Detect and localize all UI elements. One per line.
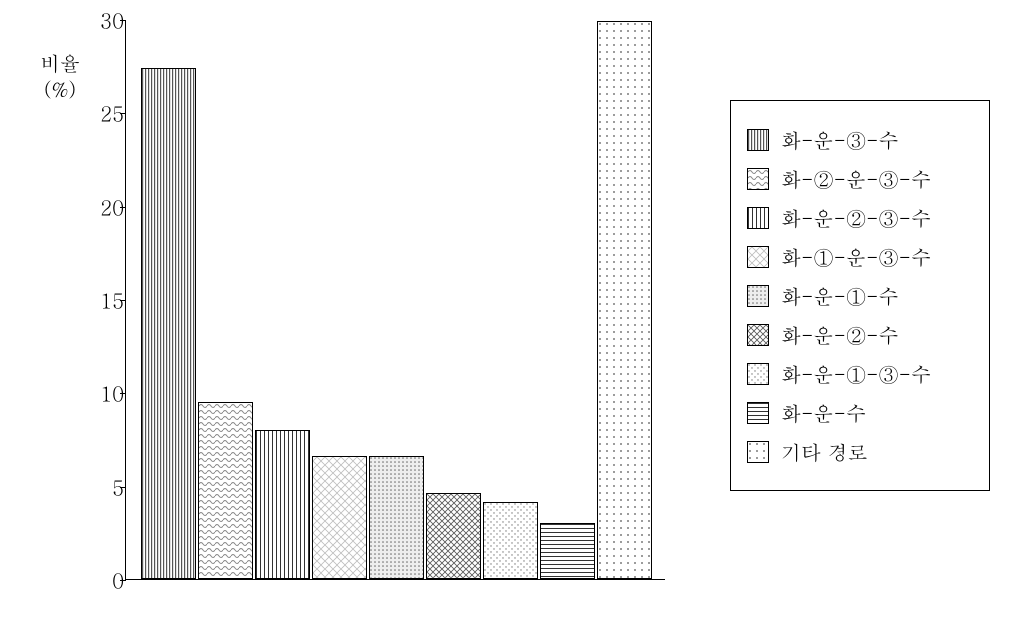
y-tick-mark	[120, 580, 126, 581]
y-tick-label: 25	[84, 99, 124, 128]
legend-row: 화-운-수	[747, 398, 973, 427]
legend-swatch	[747, 324, 769, 346]
legend-label: 화-운-수	[781, 398, 866, 427]
chart-page: 비율 (%) 051015202530 화-운-③-수화-②-운-③-수화-운-…	[0, 0, 1032, 643]
bar	[141, 68, 196, 579]
bar	[312, 456, 367, 579]
y-tick-label: 0	[84, 566, 124, 595]
bar	[426, 493, 481, 579]
bar	[597, 21, 652, 579]
legend-row: 화-운-①-수	[747, 281, 973, 310]
legend-swatch	[747, 285, 769, 307]
bar	[483, 502, 538, 579]
legend-label: 화-운-③-수	[781, 125, 899, 154]
legend-swatch	[747, 207, 769, 229]
bar	[198, 402, 253, 579]
legend-swatch	[747, 441, 769, 463]
legend-label: 화-②-운-③-수	[781, 164, 931, 193]
y-axis-label-line1: 비율	[40, 48, 80, 77]
legend-row: 화-운-②-수	[747, 320, 973, 349]
y-tick-mark	[120, 113, 126, 114]
y-tick-label: 5	[84, 472, 124, 501]
y-axis-label-line2: (%)	[44, 74, 76, 103]
legend-row: 화-①-운-③-수	[747, 242, 973, 271]
y-tick-label: 10	[84, 379, 124, 408]
y-tick-label: 15	[84, 286, 124, 315]
y-tick-mark	[120, 20, 126, 21]
bar	[369, 456, 424, 579]
legend-label: 화-운-①-수	[781, 281, 899, 310]
bar	[255, 430, 310, 579]
legend-row: 화-운-③-수	[747, 125, 973, 154]
legend-row: 화-운-①-③-수	[747, 359, 973, 388]
legend-row: 화-②-운-③-수	[747, 164, 973, 193]
legend-row: 기타 경로	[747, 437, 973, 466]
legend-label: 화-①-운-③-수	[781, 242, 931, 271]
legend-swatch	[747, 402, 769, 424]
bar	[540, 523, 595, 579]
legend: 화-운-③-수화-②-운-③-수화-운-②-③-수화-①-운-③-수화-운-①-…	[730, 100, 990, 491]
y-tick-mark	[120, 487, 126, 488]
legend-label: 화-운-②-③-수	[781, 203, 931, 232]
y-tick-mark	[120, 300, 126, 301]
legend-label: 화-운-①-③-수	[781, 359, 931, 388]
legend-label: 기타 경로	[781, 437, 868, 466]
y-tick-mark	[120, 207, 126, 208]
legend-swatch	[747, 129, 769, 151]
y-axis-label: 비율 (%)	[40, 50, 80, 102]
chart-plot-area	[125, 20, 665, 580]
y-tick-label: 20	[84, 192, 124, 221]
legend-swatch	[747, 246, 769, 268]
y-tick-mark	[120, 393, 126, 394]
legend-swatch	[747, 168, 769, 190]
legend-label: 화-운-②-수	[781, 320, 899, 349]
legend-row: 화-운-②-③-수	[747, 203, 973, 232]
legend-swatch	[747, 363, 769, 385]
y-tick-label: 30	[84, 6, 124, 35]
y-axis-ticks: 051015202530	[84, 20, 124, 580]
